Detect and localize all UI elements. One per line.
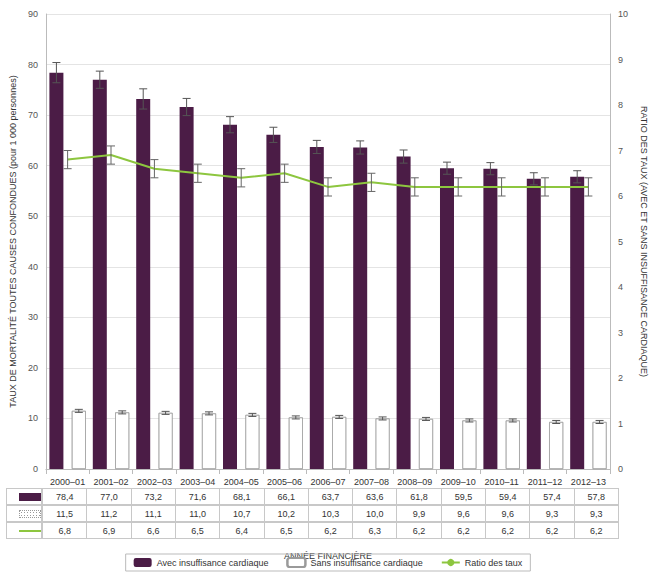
html-text:73,2: 73,2	[144, 492, 162, 502]
svg-text:0: 0	[618, 464, 623, 474]
html-text:6,5: 6,5	[191, 526, 204, 536]
svg-text:2: 2	[618, 373, 623, 383]
svg-text:4: 4	[618, 282, 623, 292]
html-text:6,2: 6,2	[501, 526, 514, 536]
svg-text:2004–05: 2004–05	[224, 477, 259, 487]
html-text:77,0: 77,0	[100, 492, 118, 502]
svg-text:2000–01: 2000–01	[50, 477, 85, 487]
svg-text:5: 5	[618, 237, 623, 247]
svg-text:90: 90	[28, 9, 38, 19]
svg-text:70: 70	[28, 110, 38, 120]
html-text:63,7: 63,7	[321, 492, 340, 502]
html-text:78,4: 78,4	[55, 492, 74, 502]
html-text:11,5: 11,5	[56, 509, 74, 519]
html-text:71,6: 71,6	[188, 492, 207, 502]
html-text:6,2: 6,2	[324, 526, 337, 536]
html-text:57,8: 57,8	[587, 492, 606, 502]
html-text:9,3: 9,3	[545, 509, 559, 519]
svg-text:1: 1	[618, 419, 623, 429]
svg-text:2002–03: 2002–03	[137, 477, 172, 487]
html-text:11,0: 11,0	[189, 509, 206, 519]
svg-text:0: 0	[33, 464, 38, 474]
html-text:61,8: 61,8	[410, 492, 428, 502]
html-text:10,3: 10,3	[321, 509, 340, 519]
html-text:59,4: 59,4	[498, 492, 517, 502]
html-text:6,6: 6,6	[147, 526, 160, 536]
html-text:6,4: 6,4	[235, 526, 249, 536]
svg-text:Sans insuffisance cardiaque: Sans insuffisance cardiaque	[310, 558, 422, 568]
html-text:6,2: 6,2	[545, 526, 559, 536]
svg-text:60: 60	[28, 161, 38, 171]
svg-text:2007–08: 2007–08	[354, 477, 389, 487]
html-text:6,9: 6,9	[102, 526, 116, 536]
svg-text:2006–07: 2006–07	[310, 477, 345, 487]
html-text:6,8: 6,8	[58, 526, 71, 536]
html-text:66,1: 66,1	[277, 492, 295, 502]
svg-text:RATIO DES TAUX (AVEC ET SANS I: RATIO DES TAUX (AVEC ET SANS INSUFFISANC…	[639, 106, 649, 377]
html-text:11,2: 11,2	[100, 509, 118, 519]
svg-text:7: 7	[618, 146, 623, 156]
svg-text:10: 10	[28, 413, 38, 423]
svg-text:9: 9	[618, 55, 623, 65]
svg-text:20: 20	[28, 363, 38, 373]
svg-text:3: 3	[618, 328, 623, 338]
svg-text:2012–13: 2012–13	[571, 477, 606, 487]
svg-text:2003–04: 2003–04	[180, 477, 215, 487]
svg-text:2011–12: 2011–12	[528, 477, 562, 487]
html-text:9,6: 9,6	[501, 509, 514, 519]
html-text:6,5: 6,5	[279, 526, 293, 536]
html-text:10,7: 10,7	[233, 509, 251, 519]
html-text:6,2: 6,2	[590, 526, 603, 536]
html-text:6,3: 6,3	[368, 526, 381, 536]
svg-text:50: 50	[28, 211, 38, 221]
html-text:9,6: 9,6	[457, 509, 470, 519]
svg-text:2001–02: 2001–02	[93, 477, 128, 487]
svg-text:Avec insuffisance cardiaque: Avec insuffisance cardiaque	[157, 558, 269, 568]
html-text:6,2: 6,2	[412, 526, 426, 536]
html-text:63,6: 63,6	[366, 492, 384, 502]
html-text:9,3: 9,3	[590, 509, 603, 519]
svg-text:Ratio des taux: Ratio des taux	[465, 558, 523, 568]
html-text:68,1: 68,1	[233, 492, 251, 502]
html-text:10,2: 10,2	[277, 509, 295, 519]
html-text:9,9: 9,9	[412, 509, 426, 519]
html-text:6,2: 6,2	[457, 526, 470, 536]
svg-text:TAUX DE MORTALITÉ TOUTES CAUSE: TAUX DE MORTALITÉ TOUTES CAUSES CONFONDU…	[8, 75, 18, 407]
svg-text:8: 8	[618, 100, 623, 110]
html-text:10,0: 10,0	[366, 509, 384, 519]
svg-text:30: 30	[28, 312, 38, 322]
svg-text:10: 10	[618, 9, 628, 19]
svg-text:2008–09: 2008–09	[397, 477, 432, 487]
svg-text:2009–10: 2009–10	[441, 477, 476, 487]
html-text:59,5: 59,5	[454, 492, 473, 502]
svg-text:2005–06: 2005–06	[267, 477, 302, 487]
html-text:57,4: 57,4	[543, 492, 561, 502]
svg-text:2010–11: 2010–11	[484, 477, 518, 487]
svg-text:6: 6	[618, 191, 623, 201]
html-text:11,1: 11,1	[144, 509, 162, 519]
svg-text:80: 80	[28, 60, 38, 70]
svg-text:40: 40	[28, 262, 38, 272]
